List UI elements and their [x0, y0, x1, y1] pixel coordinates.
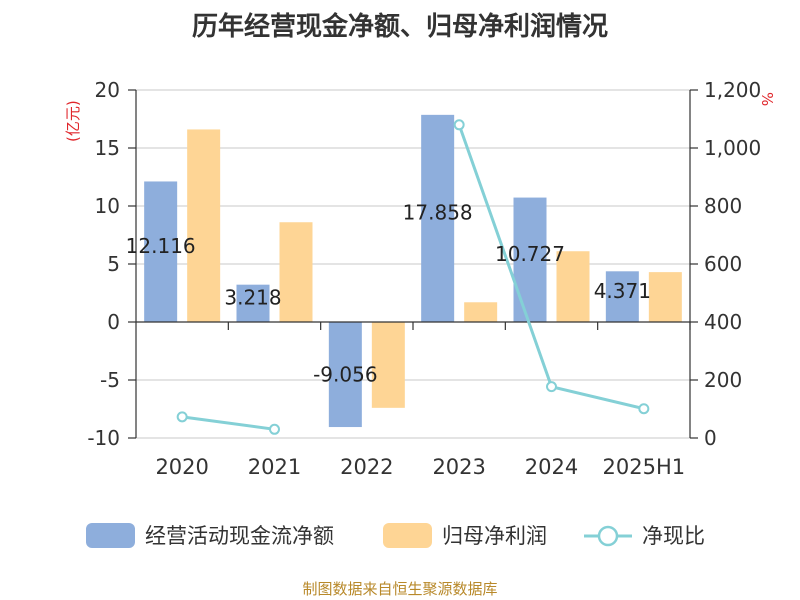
left-axis-tick-label: 20 [95, 78, 120, 102]
right-axis-tick-label: 600 [704, 252, 742, 276]
profit-bar [371, 322, 405, 408]
ratio-line-segment [181, 415, 275, 431]
category-label: 2020 [155, 455, 208, 479]
cash-data-label: -9.056 [313, 363, 377, 387]
bars [144, 114, 682, 428]
category-label: 2025H1 [603, 455, 686, 479]
category-label: 2022 [340, 455, 393, 479]
cash-data-label: 17.858 [403, 201, 473, 225]
cash-data-label: 3.218 [224, 286, 281, 310]
cash-data-label: 4.371 [594, 279, 651, 303]
data-source-footer: 制图数据来自恒生聚源数据库 [302, 580, 498, 598]
legend-swatch-ratio-marker[interactable] [597, 525, 619, 547]
data-labels: 12.116 3.218 -9.056 17.858 10.727 4.371 [126, 201, 651, 387]
left-axis-tick-label: 0 [107, 310, 120, 334]
cash-data-label: 12.116 [126, 234, 196, 258]
axes: 20 15 10 5 0 -5 -10 0 200 400 600 800 1,000 1,200 2020… [87, 78, 761, 479]
right-axis-tick-label: 800 [704, 194, 742, 218]
legend: 经营活动现金流净额 归母净利润 净现比 [86, 523, 705, 548]
left-axis-tick-label: 5 [107, 252, 120, 276]
right-axis-unit: % [758, 92, 776, 106]
cash-bar [328, 322, 362, 428]
right-axis-tick-label: 1,200 [704, 78, 761, 102]
right-axis-tick-label: 1,000 [704, 136, 761, 160]
legend-swatch-cash[interactable] [86, 523, 135, 548]
ratio-line-segment [457, 124, 645, 411]
ratio-point [453, 119, 465, 131]
ratio-point [269, 423, 280, 435]
category-label: 2021 [248, 455, 301, 479]
left-axis-tick-label: -10 [87, 426, 120, 450]
cash-data-label: 10.727 [495, 242, 565, 266]
ratio-point [546, 381, 557, 393]
cash-bar [421, 114, 455, 322]
profit-bar [648, 272, 682, 322]
ratio-line [176, 119, 650, 435]
chart-title: 历年经营现金净额、归母净利润情况 [191, 12, 608, 42]
legend-swatch-profit[interactable] [383, 523, 432, 548]
left-axis-tick-label: 10 [95, 194, 120, 218]
left-axis-tick-label: 15 [95, 136, 120, 160]
category-label: 2024 [525, 455, 578, 479]
ratio-point [638, 403, 650, 415]
cash-bar [236, 284, 270, 322]
profit-bar [187, 129, 221, 322]
profit-bar [464, 302, 498, 322]
cash-bar [513, 197, 547, 322]
cash-bar [605, 271, 639, 322]
cash-bar [144, 181, 178, 322]
legend-label-ratio[interactable]: 净现比 [642, 524, 705, 548]
profit-bar [279, 222, 313, 322]
category-label: 2023 [432, 455, 485, 479]
grid-lines [136, 89, 690, 439]
right-axis-tick-label: 400 [704, 310, 742, 334]
legend-label-cash[interactable]: 经营活动现金流净额 [145, 524, 334, 548]
right-axis-tick-label: 200 [704, 368, 742, 392]
profit-bar [556, 251, 590, 322]
left-axis-unit: (亿元) [64, 100, 82, 142]
right-axis-tick-label: 0 [704, 426, 717, 450]
legend-label-profit[interactable]: 归母净利润 [442, 524, 547, 548]
ratio-point [176, 411, 188, 423]
left-axis-tick-label: -5 [100, 368, 120, 392]
